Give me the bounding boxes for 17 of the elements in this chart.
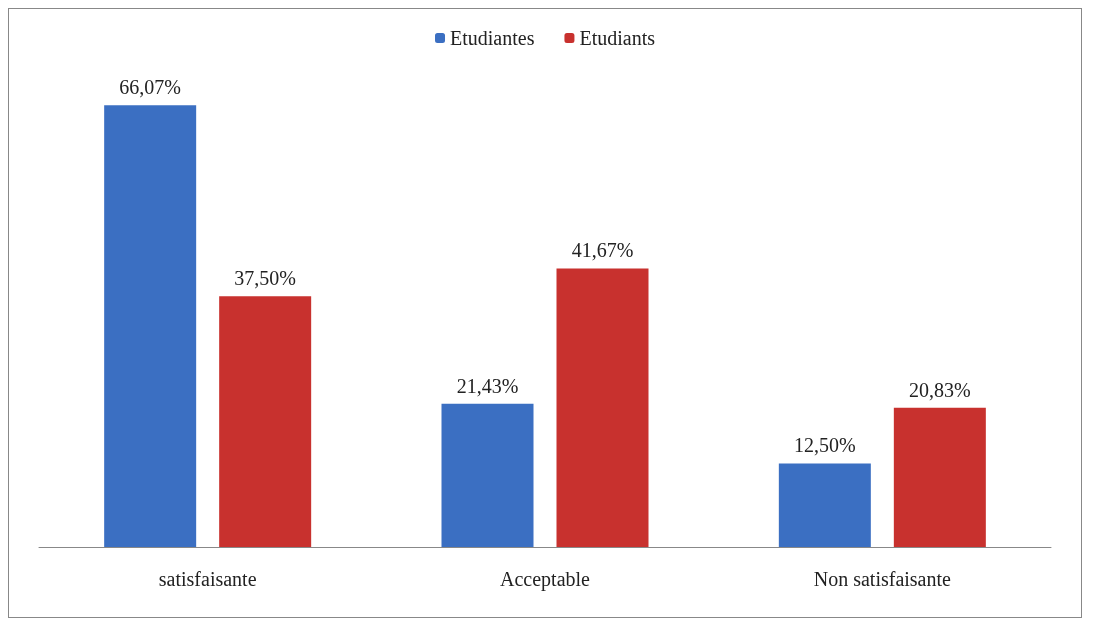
bar <box>219 296 312 547</box>
data-label: 12,50% <box>794 434 856 457</box>
bar <box>778 463 871 547</box>
data-label: 37,50% <box>234 267 296 290</box>
data-label: 66,07% <box>119 76 181 99</box>
x-tick-label: satisfaisante <box>158 568 257 590</box>
legend-label: Etudiantes <box>450 27 535 49</box>
data-label: 41,67% <box>571 239 634 262</box>
bar <box>556 268 649 547</box>
data-label: 21,43% <box>456 374 519 397</box>
bar <box>441 403 534 547</box>
bar <box>104 105 197 547</box>
x-tick-label: Non satisfaisante <box>813 568 952 590</box>
legend-label: Etudiants <box>579 27 656 49</box>
data-label: 20,83% <box>909 378 971 401</box>
bar <box>893 407 986 547</box>
x-tick-label: Acceptable <box>500 568 591 591</box>
